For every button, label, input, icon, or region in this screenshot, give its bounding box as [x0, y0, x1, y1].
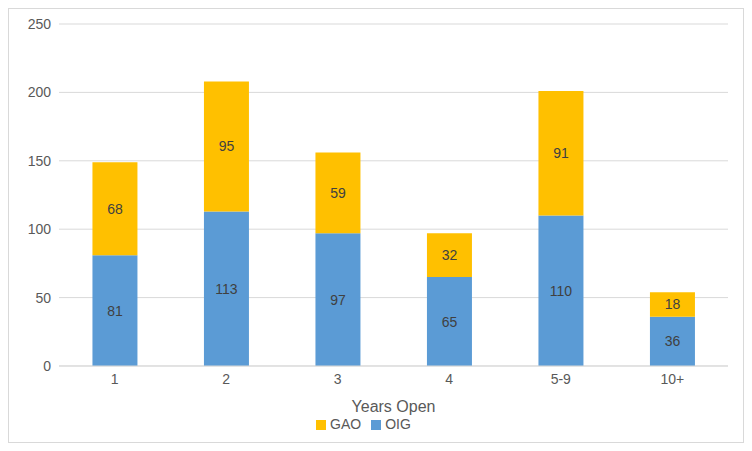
svg-text:5-9: 5-9 [551, 371, 571, 387]
svg-text:Years Open: Years Open [352, 398, 436, 415]
svg-text:65: 65 [442, 314, 458, 330]
svg-text:36: 36 [665, 333, 681, 349]
svg-text:59: 59 [330, 185, 346, 201]
svg-text:91: 91 [553, 145, 569, 161]
svg-text:1: 1 [111, 371, 119, 387]
svg-text:32: 32 [442, 247, 458, 263]
svg-text:81: 81 [107, 303, 123, 319]
html-text:GAO: GAO [330, 416, 362, 432]
svg-text:113: 113 [215, 281, 238, 297]
svg-text:0: 0 [43, 358, 51, 374]
svg-text:10+: 10+ [660, 371, 684, 387]
svg-text:250: 250 [28, 16, 52, 32]
html-text:OIG: OIG [385, 416, 411, 432]
svg-text:95: 95 [219, 138, 235, 154]
svg-text:68: 68 [107, 201, 123, 217]
svg-text:3: 3 [334, 371, 342, 387]
svg-text:4: 4 [445, 371, 453, 387]
svg-text:200: 200 [28, 84, 52, 100]
svg-text:18: 18 [665, 296, 681, 312]
svg-text:2: 2 [222, 371, 230, 387]
svg-text:150: 150 [28, 153, 52, 169]
svg-text:100: 100 [28, 221, 52, 237]
svg-text:97: 97 [330, 292, 346, 308]
svg-text:50: 50 [35, 290, 51, 306]
svg-text:110: 110 [550, 283, 573, 299]
